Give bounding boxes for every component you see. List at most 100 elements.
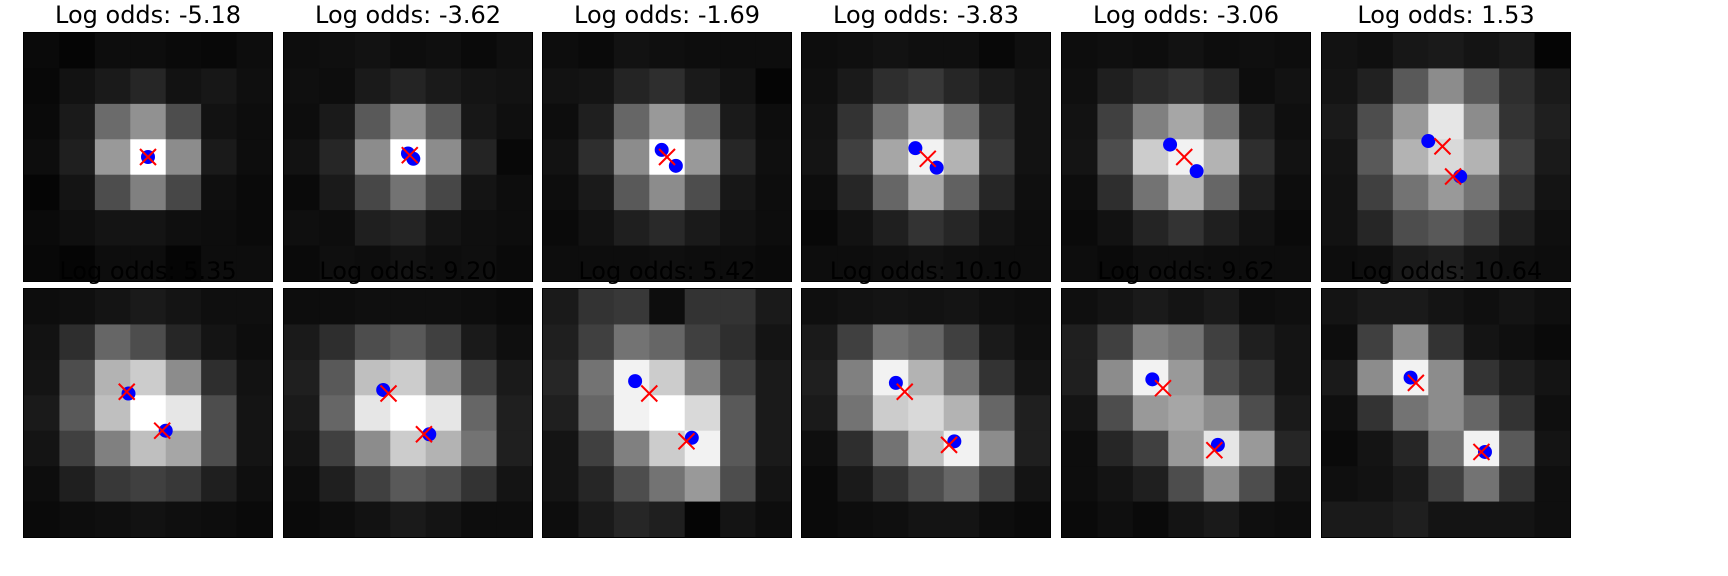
pixel-cell bbox=[284, 289, 320, 325]
pixel-cell bbox=[425, 33, 462, 69]
pixel-cell bbox=[201, 430, 238, 467]
pixel-cell bbox=[1534, 501, 1570, 537]
pixel-cell bbox=[872, 324, 909, 361]
pixel-cell bbox=[755, 174, 791, 211]
pixel-cell bbox=[1357, 395, 1394, 432]
pixel-cell bbox=[802, 289, 838, 325]
pixel-cell bbox=[461, 139, 498, 176]
pixel-cell bbox=[1499, 289, 1536, 325]
pixel-cell bbox=[613, 289, 650, 325]
pixel-cell bbox=[1014, 324, 1050, 361]
true-position-marker bbox=[1477, 444, 1492, 459]
pixel-cell bbox=[720, 210, 757, 247]
pixel-cell bbox=[543, 466, 579, 503]
pixel-cell bbox=[319, 245, 356, 281]
panel-image bbox=[801, 288, 1051, 538]
pixel-cell bbox=[1168, 359, 1205, 396]
pixel-cell bbox=[130, 359, 167, 396]
pixel-cell bbox=[802, 395, 838, 432]
pixel-cell bbox=[1463, 103, 1500, 140]
pixel-cell bbox=[130, 245, 167, 281]
pixel-cell bbox=[236, 359, 272, 396]
pixel-cell bbox=[908, 68, 945, 105]
pixel-cell bbox=[354, 466, 391, 503]
pixel-cell bbox=[684, 395, 721, 432]
pixel-cell bbox=[425, 139, 462, 176]
pixel-cell bbox=[236, 430, 272, 467]
pixel-cell bbox=[802, 430, 838, 467]
pixel-cell bbox=[1428, 359, 1465, 396]
pixel-cell bbox=[1534, 210, 1570, 247]
pixel-cell bbox=[543, 139, 579, 176]
pixel-cell bbox=[872, 430, 909, 467]
pixel-cell bbox=[425, 289, 462, 325]
pixel-cell bbox=[1203, 103, 1240, 140]
pixel-cell bbox=[1322, 395, 1358, 432]
panel-8: Log odds: 9.20 bbox=[283, 256, 533, 540]
pixel-cell bbox=[1357, 210, 1394, 247]
pixel-cell bbox=[496, 33, 532, 69]
pixel-cell bbox=[59, 33, 96, 69]
pixel-cell bbox=[837, 466, 874, 503]
pixel-cell bbox=[1357, 430, 1394, 467]
pixel-cell bbox=[236, 68, 272, 105]
pixel-cell bbox=[908, 245, 945, 281]
pixel-cell bbox=[908, 324, 945, 361]
pixel-cell bbox=[1463, 501, 1500, 537]
pixel-cell bbox=[720, 245, 757, 281]
pixel-cell bbox=[1014, 501, 1050, 537]
estimated-position-marker bbox=[379, 384, 398, 403]
pixel-cell bbox=[1203, 395, 1240, 432]
pixel-cell bbox=[649, 174, 686, 211]
pixel-cell bbox=[1428, 68, 1465, 105]
pixel-cell bbox=[1392, 210, 1429, 247]
pixel-cell bbox=[165, 139, 202, 176]
pixel-cell bbox=[908, 174, 945, 211]
pixel-cell bbox=[165, 289, 202, 325]
pixel-cell bbox=[1392, 430, 1429, 467]
pixel-cell bbox=[578, 501, 615, 537]
true-position-marker bbox=[1189, 164, 1204, 179]
pixel-cell bbox=[755, 289, 791, 325]
estimated-position-marker bbox=[139, 148, 157, 166]
pixel-cell bbox=[201, 103, 238, 140]
pixel-cell bbox=[1062, 68, 1098, 105]
true-position-marker bbox=[422, 427, 437, 442]
pixel-cell bbox=[1097, 466, 1134, 503]
pixel-cell bbox=[496, 68, 532, 105]
pixel-cell bbox=[24, 324, 60, 361]
pixel-cell bbox=[755, 103, 791, 140]
pixel-cell bbox=[578, 103, 615, 140]
pixel-cell bbox=[236, 210, 272, 247]
pixel-cell bbox=[1499, 210, 1536, 247]
pixel-cell bbox=[1239, 395, 1276, 432]
pixel-cell bbox=[1322, 359, 1358, 396]
pixel-cell bbox=[1499, 139, 1536, 176]
pixel-cell bbox=[1239, 501, 1276, 537]
pixel-cell bbox=[94, 245, 131, 281]
true-position-marker bbox=[1163, 137, 1178, 152]
pixel-cell bbox=[24, 289, 60, 325]
pixel-cell bbox=[872, 139, 909, 176]
pixel-cell bbox=[1534, 359, 1570, 396]
pixel-cell bbox=[354, 210, 391, 247]
pixel-image bbox=[284, 289, 532, 537]
pixel-cell bbox=[1203, 139, 1240, 176]
pixel-cell bbox=[1097, 33, 1134, 69]
pixel-cell bbox=[94, 103, 131, 140]
panel-image bbox=[542, 32, 792, 282]
pixel-cell bbox=[613, 501, 650, 537]
pixel-cell bbox=[908, 395, 945, 432]
pixel-cell bbox=[59, 103, 96, 140]
pixel-cell bbox=[94, 139, 131, 176]
pixel-cell bbox=[979, 210, 1016, 247]
pixel-cell bbox=[496, 103, 532, 140]
pixel-cell bbox=[94, 68, 131, 105]
pixel-cell bbox=[1534, 466, 1570, 503]
pixel-cell bbox=[461, 174, 498, 211]
pixel-cell bbox=[908, 501, 945, 537]
pixel-cell bbox=[1392, 289, 1429, 325]
pixel-cell bbox=[390, 103, 427, 140]
pixel-cell bbox=[284, 33, 320, 69]
pixel-cell bbox=[1274, 359, 1310, 396]
